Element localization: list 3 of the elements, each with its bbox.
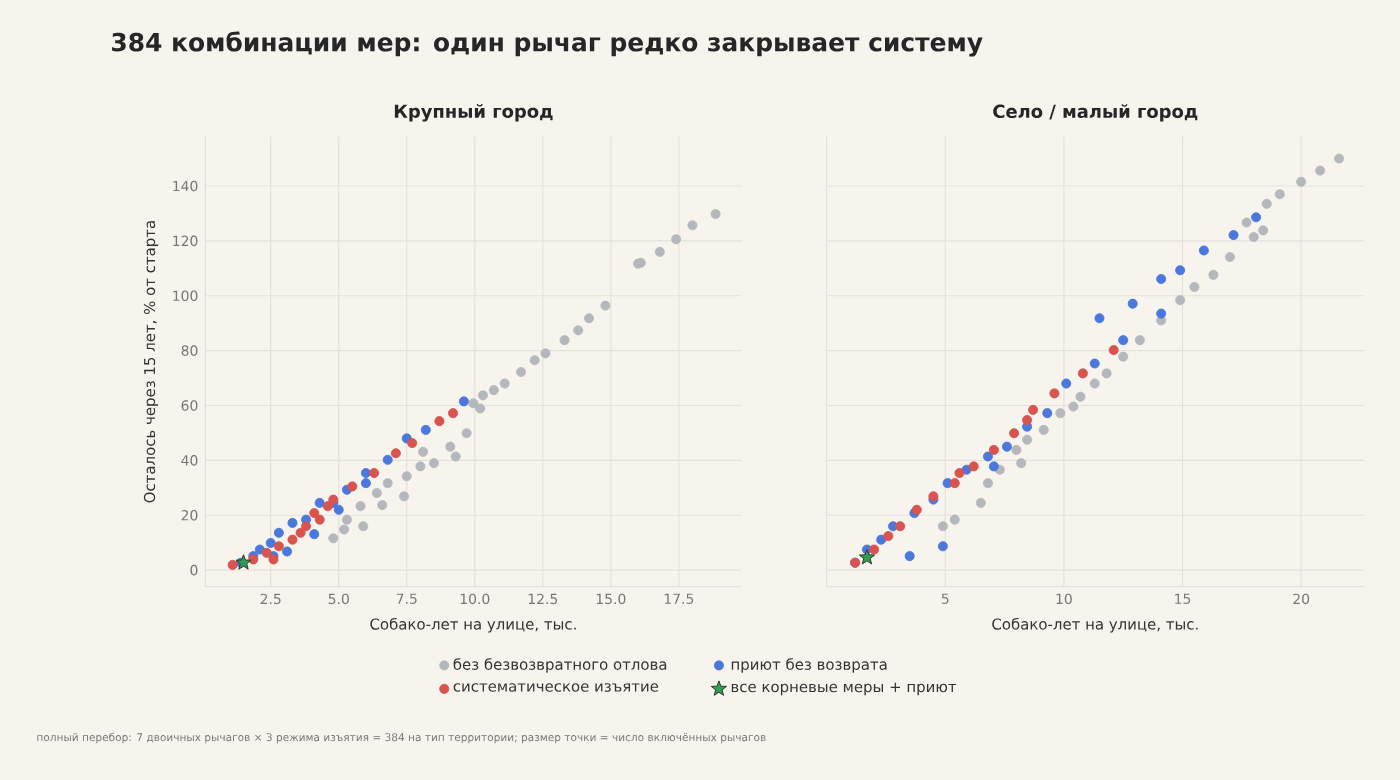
text: 384 комбинации мер: один рычаг редко закрывает систему xyxy=(112,31,983,57)
chart-title: Село / малый город xyxy=(993,104,1198,122)
chart-title: Крупный город xyxy=(394,104,553,122)
